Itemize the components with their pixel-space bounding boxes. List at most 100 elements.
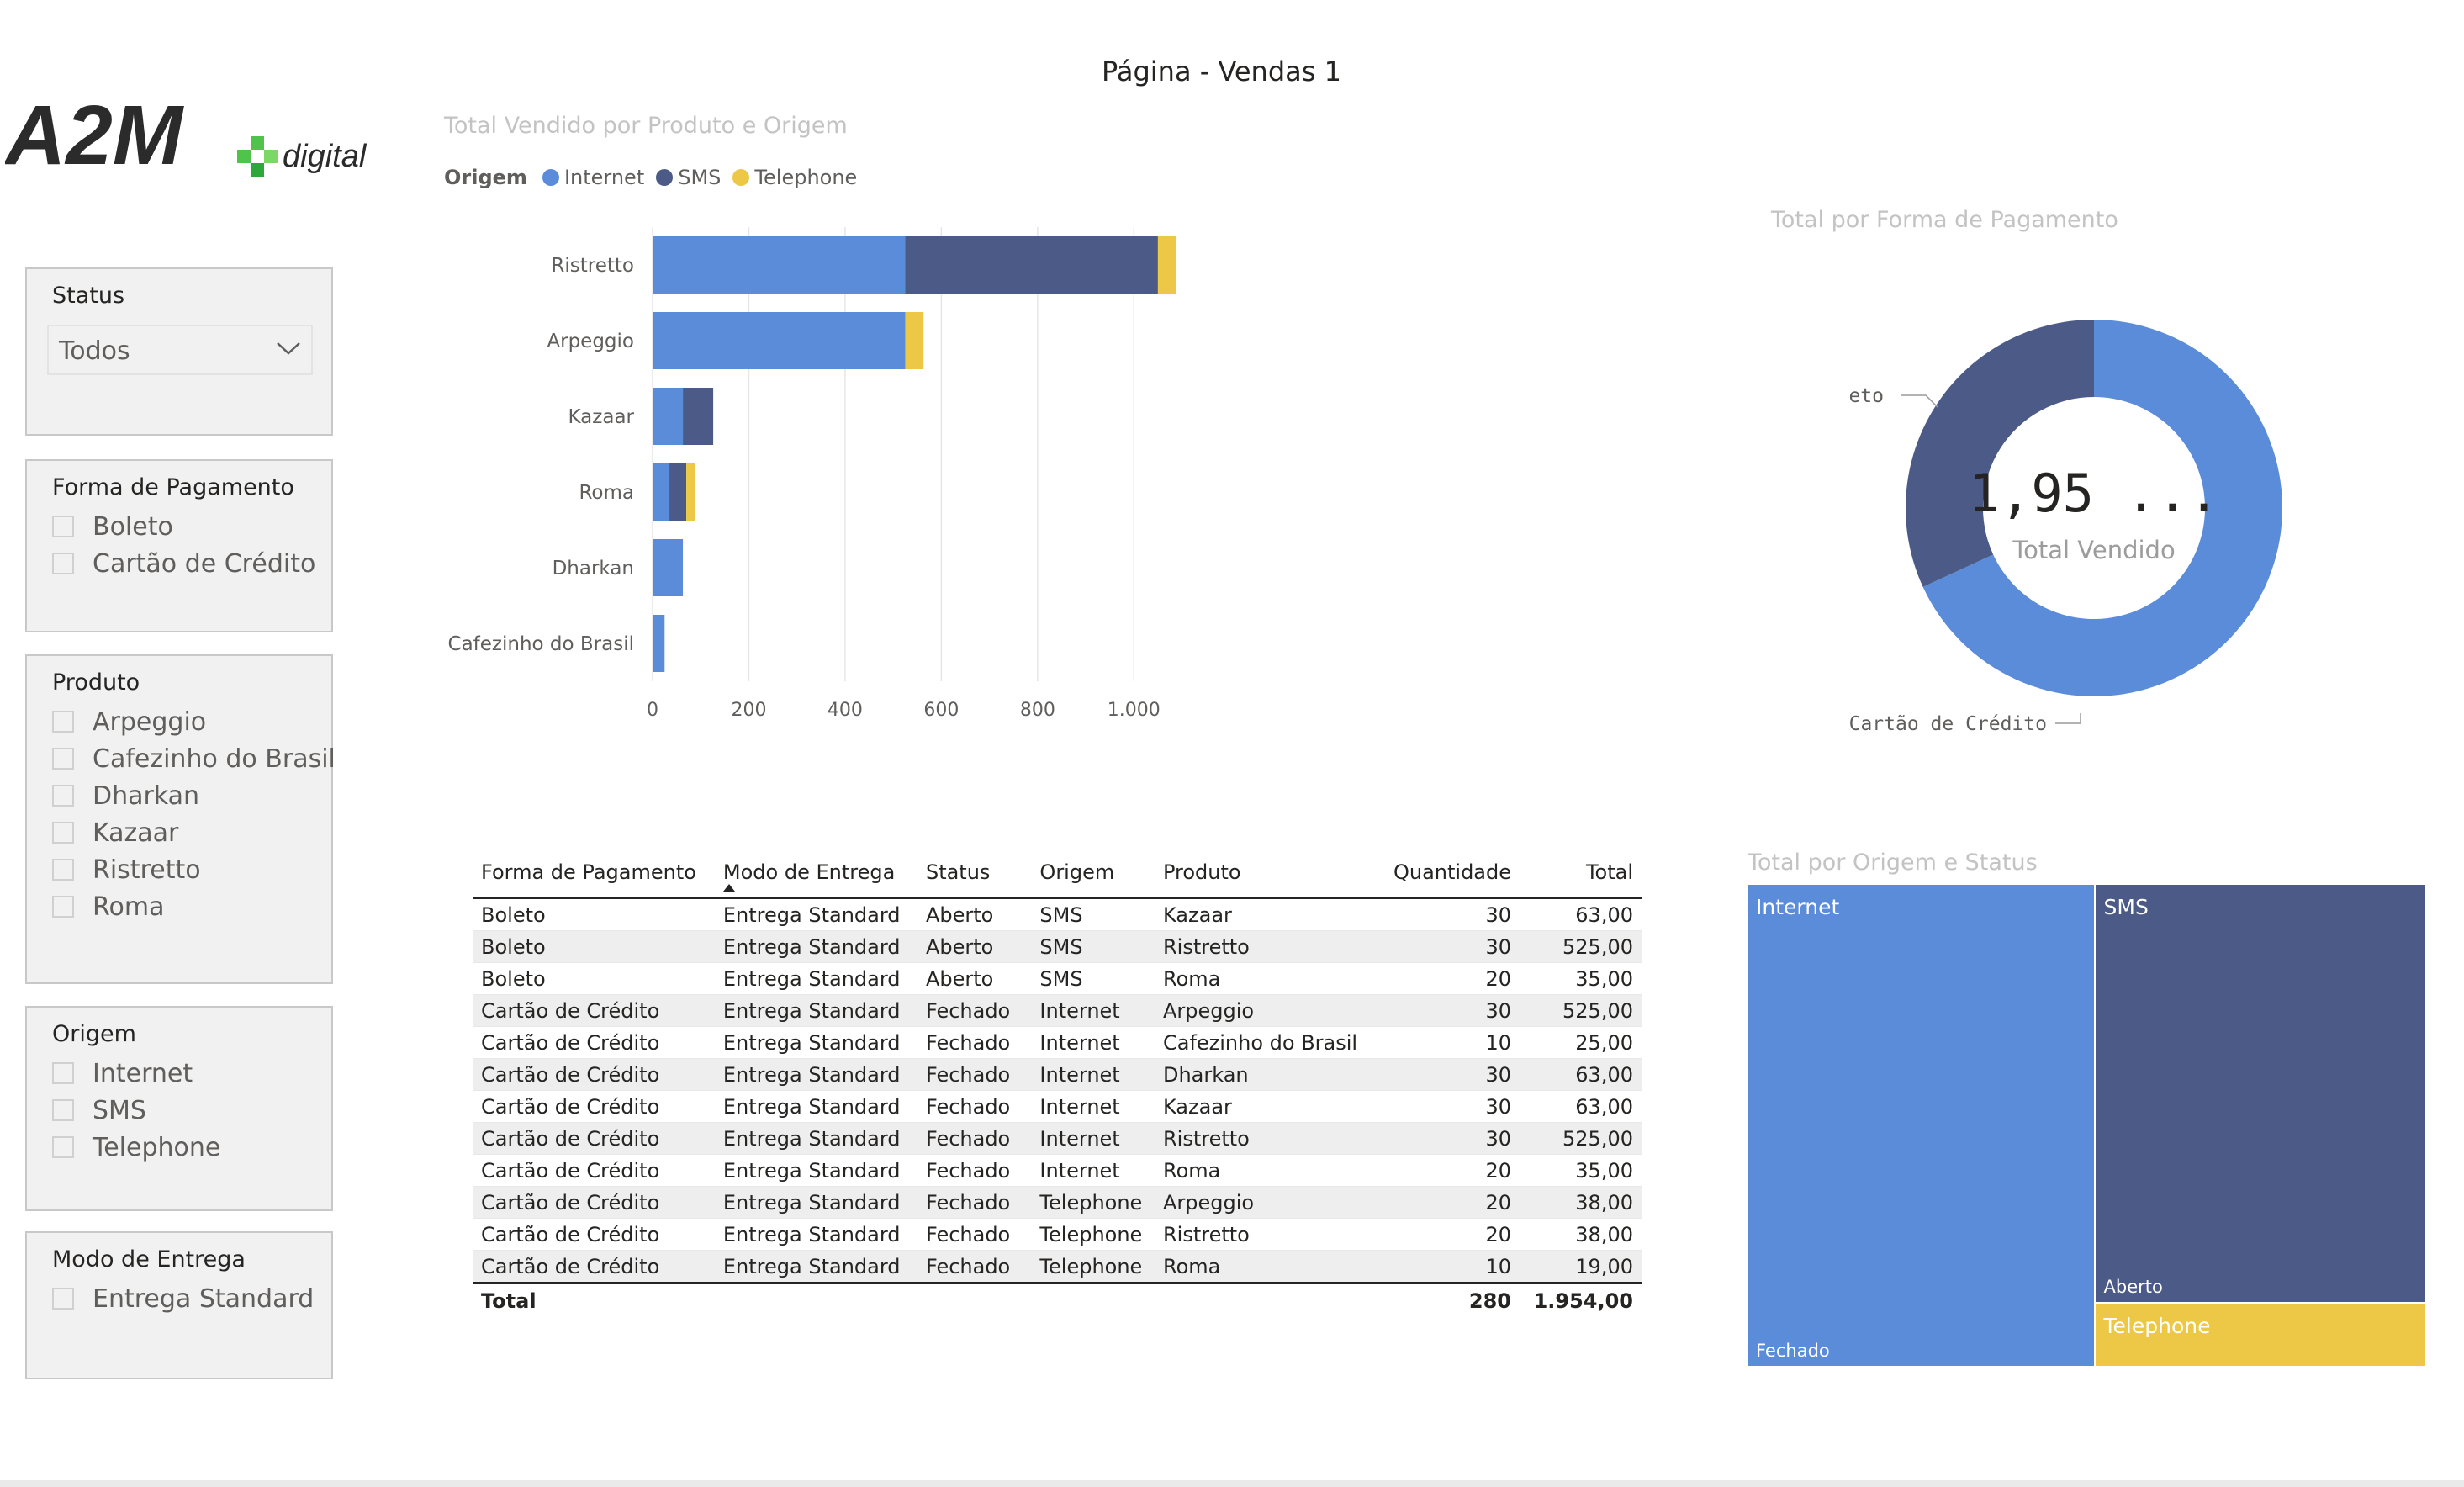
table-row[interactable]: Cartão de Crédito Entrega Standard Fechado… bbox=[473, 994, 1642, 1027]
table-row[interactable]: Cartão de Crédito Entrega Standard Fechado… bbox=[473, 1026, 1642, 1059]
table-cell: 30 bbox=[1384, 1058, 1520, 1091]
table-total-cell bbox=[917, 1282, 1032, 1318]
bar-roma-sms[interactable] bbox=[669, 463, 687, 521]
table-row[interactable]: Cartão de Crédito Entrega Standard Fechado… bbox=[473, 1186, 1642, 1219]
slicer-item-dharkan[interactable]: Dharkan bbox=[52, 781, 199, 811]
donut-slice-boleto[interactable] bbox=[1906, 320, 2094, 587]
bar-arpeggio-telephone[interactable] bbox=[905, 312, 924, 369]
checkbox[interactable] bbox=[52, 859, 74, 881]
y-tick-label: Kazaar bbox=[568, 406, 635, 428]
table-cell: 30 bbox=[1384, 1122, 1520, 1155]
table-cell: Dharkan bbox=[1154, 1058, 1385, 1091]
table-row[interactable]: Cartão de Crédito Entrega Standard Fechado… bbox=[473, 1058, 1642, 1091]
slicer-item-kazaar[interactable]: Kazaar bbox=[52, 818, 178, 848]
checkbox[interactable] bbox=[52, 1288, 74, 1310]
slicer-item-telephone[interactable]: Telephone bbox=[52, 1132, 220, 1162]
table-row[interactable]: Cartão de Crédito Entrega Standard Fechado… bbox=[473, 1122, 1642, 1155]
table-cell: 30 bbox=[1384, 897, 1520, 931]
column-header-modo-de-entrega[interactable]: Modo de Entrega bbox=[714, 848, 917, 899]
table-row[interactable]: Boleto Entrega Standard Aberto SMS Roma 20 35,… bbox=[473, 962, 1642, 995]
bar-roma-internet[interactable] bbox=[653, 463, 670, 521]
x-tick-label: 200 bbox=[731, 700, 766, 721]
column-header-origem[interactable]: Origem bbox=[1031, 848, 1155, 899]
slicer-item-ristretto[interactable]: Ristretto bbox=[52, 855, 201, 885]
table-cell: Ristretto bbox=[1154, 930, 1385, 963]
donut-slice-cartao-de-credito[interactable] bbox=[1922, 320, 2282, 696]
donut-chart-title: Total por Forma de Pagamento bbox=[1771, 207, 2118, 233]
table-cell: Fechado bbox=[917, 994, 1032, 1027]
column-header-status[interactable]: Status bbox=[917, 848, 1032, 899]
slicer-item-cartao-de-credito[interactable]: Cartão de Crédito bbox=[52, 548, 315, 579]
table-cell: Fechado bbox=[917, 1250, 1032, 1283]
table-cell: SMS bbox=[1031, 962, 1155, 995]
table-cell: 63,00 bbox=[1520, 1058, 1642, 1091]
table-cell: Entrega Standard bbox=[714, 1090, 917, 1123]
bar-kazaar-sms[interactable] bbox=[683, 388, 714, 445]
slicer-item-label: SMS bbox=[93, 1095, 146, 1125]
slicer-item-label: Telephone bbox=[93, 1132, 221, 1162]
legend-item-telephone[interactable]: Telephone bbox=[732, 166, 857, 189]
treemap-cell-sms[interactable]: SMS Aberto bbox=[2095, 885, 2425, 1303]
bar-kazaar-internet[interactable] bbox=[653, 388, 684, 445]
chevron-down-icon bbox=[277, 342, 300, 355]
checkbox[interactable] bbox=[52, 896, 74, 918]
column-header-forma-de-pagamento[interactable]: Forma de Pagamento bbox=[473, 848, 715, 899]
table-cell: 10 bbox=[1384, 1026, 1520, 1059]
checkbox[interactable] bbox=[52, 1136, 74, 1158]
logo-main-text: A2M bbox=[5, 88, 185, 183]
table-row[interactable]: Cartão de Crédito Entrega Standard Fechado… bbox=[473, 1090, 1642, 1123]
table-cell: Internet bbox=[1031, 1026, 1155, 1059]
slicer-item-sms[interactable]: SMS bbox=[52, 1095, 146, 1125]
legend-item-internet[interactable]: Internet bbox=[542, 166, 644, 189]
checkbox[interactable] bbox=[52, 516, 74, 537]
table-row[interactable]: Boleto Entrega Standard Aberto SMS Ristretto… bbox=[473, 930, 1642, 963]
legend-label: Telephone bbox=[754, 166, 858, 189]
slicer-item-cafezinho-do-brasil[interactable]: Cafezinho do Brasil bbox=[52, 744, 336, 774]
checkbox[interactable] bbox=[52, 785, 74, 807]
column-header-produto[interactable]: Produto bbox=[1154, 848, 1385, 899]
bar-ristretto-internet[interactable] bbox=[653, 236, 906, 294]
table-cell: Roma bbox=[1154, 1250, 1385, 1283]
logo-plus-mark bbox=[237, 136, 278, 177]
slicer-item-internet[interactable]: Internet bbox=[52, 1058, 193, 1088]
slicer-item-arpeggio[interactable]: Arpeggio bbox=[52, 706, 206, 737]
checkbox[interactable] bbox=[52, 748, 74, 770]
table-cell: Entrega Standard bbox=[714, 1154, 917, 1187]
legend-item-sms[interactable]: SMS bbox=[656, 166, 721, 189]
checkbox[interactable] bbox=[52, 1099, 74, 1121]
table-cell: Telephone bbox=[1031, 1250, 1155, 1283]
bar-cafezinho-do-brasil-internet[interactable] bbox=[653, 615, 665, 672]
table-row[interactable]: Cartão de Crédito Entrega Standard Fechado… bbox=[473, 1218, 1642, 1251]
treemap-cell-telephone[interactable]: Telephone bbox=[2095, 1304, 2425, 1366]
checkbox[interactable] bbox=[52, 711, 74, 733]
treemap-cell-internet[interactable]: Internet Fechado bbox=[1748, 885, 2094, 1366]
table-cell: Internet bbox=[1031, 1090, 1155, 1123]
y-tick-label: Dharkan bbox=[553, 558, 634, 579]
table-cell: 19,00 bbox=[1520, 1250, 1642, 1283]
table-cell: Cartão de Crédito bbox=[473, 1186, 715, 1219]
slicer-item-boleto[interactable]: Boleto bbox=[52, 511, 173, 542]
donut-center-label: Total Vendido bbox=[2012, 536, 2175, 564]
bar-arpeggio-internet[interactable] bbox=[653, 312, 906, 369]
bar-ristretto-telephone[interactable] bbox=[1157, 236, 1176, 294]
column-header-quantidade[interactable]: Quantidade bbox=[1384, 848, 1520, 899]
slicer-item-label: Dharkan bbox=[93, 781, 200, 811]
bar-ristretto-sms[interactable] bbox=[905, 236, 1158, 294]
bar-chart-title: Total Vendido por Produto e Origem bbox=[444, 113, 848, 139]
table-row[interactable]: Boleto Entrega Standard Aberto SMS Kazaar 30 6… bbox=[473, 897, 1642, 931]
slicer-item-roma[interactable]: Roma bbox=[52, 892, 164, 922]
table-row[interactable]: Cartão de Crédito Entrega Standard Fechado… bbox=[473, 1154, 1642, 1187]
table-total-cell bbox=[714, 1282, 917, 1318]
bar-roma-telephone[interactable] bbox=[686, 463, 695, 521]
logo-sub-text: digital bbox=[283, 139, 367, 174]
checkbox[interactable] bbox=[52, 822, 74, 844]
status-dropdown[interactable]: Todos bbox=[47, 325, 313, 375]
slicer-item-entrega-standard[interactable]: Entrega Standard bbox=[52, 1283, 314, 1314]
table-cell: Arpeggio bbox=[1154, 1186, 1385, 1219]
checkbox[interactable] bbox=[52, 1062, 74, 1084]
checkbox[interactable] bbox=[52, 553, 74, 574]
table-cell: Internet bbox=[1031, 1058, 1155, 1091]
column-header-total[interactable]: Total bbox=[1520, 848, 1642, 899]
bar-dharkan-internet[interactable] bbox=[653, 539, 684, 596]
table-row[interactable]: Cartão de Crédito Entrega Standard Fechado… bbox=[473, 1250, 1642, 1283]
